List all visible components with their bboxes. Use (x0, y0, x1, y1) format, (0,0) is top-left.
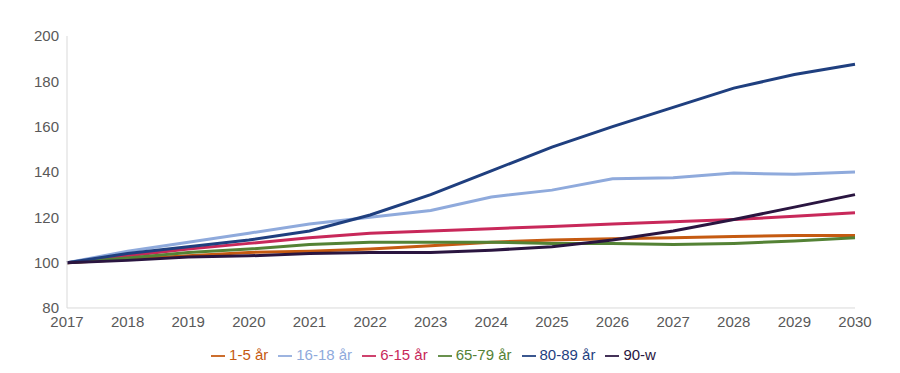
html-text:80-89 år: 80-89 år (539, 346, 596, 363)
svg-text:2028: 2028 (717, 313, 750, 330)
svg-text:2018: 2018 (111, 313, 144, 330)
svg-text:2030: 2030 (838, 313, 871, 330)
html-text:16-18 år: 16-18 år (296, 346, 353, 363)
svg-text:2029: 2029 (778, 313, 811, 330)
svg-text:180: 180 (34, 73, 59, 90)
svg-text:2021: 2021 (293, 313, 326, 330)
svg-text:2025: 2025 (535, 313, 568, 330)
svg-text:2017: 2017 (50, 312, 84, 330)
html-text:65-79 år: 65-79 år (455, 346, 512, 363)
svg-text:2026: 2026 (596, 313, 629, 330)
svg-text:160: 160 (34, 118, 59, 135)
html-text:6-15 år: 6-15 år (380, 346, 428, 363)
svg-text:80: 80 (42, 299, 59, 316)
svg-text:200: 200 (34, 27, 59, 44)
svg-text:2022: 2022 (353, 313, 386, 330)
html-text:1-5 år: 1-5 år (229, 346, 269, 363)
html-text:90-w: 90-w (623, 346, 656, 363)
svg-text:140: 140 (34, 163, 59, 180)
svg-text:2023: 2023 (414, 313, 447, 330)
svg-text:100: 100 (34, 254, 59, 271)
svg-text:2027: 2027 (656, 313, 689, 330)
svg-text:2020: 2020 (232, 313, 265, 330)
svg-text:2019: 2019 (172, 313, 205, 330)
svg-text:120: 120 (34, 209, 59, 226)
svg-text:2024: 2024 (475, 313, 508, 330)
